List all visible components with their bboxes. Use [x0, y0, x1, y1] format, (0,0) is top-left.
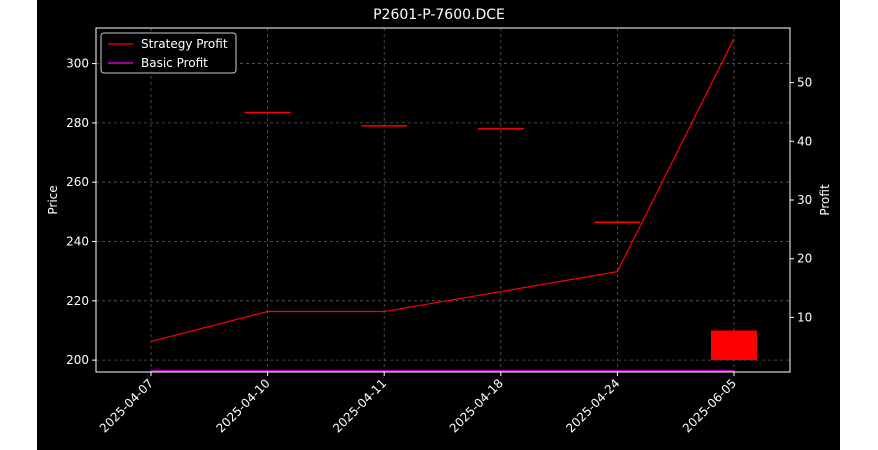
left-tick-label: 240 — [66, 235, 89, 249]
chart-title: P2601-P-7600.DCE — [373, 7, 505, 23]
candle-2025-06-05 — [711, 330, 757, 361]
legend: Strategy Profit Basic Profit — [100, 32, 237, 74]
right-tick-label: 40 — [797, 134, 812, 148]
right-tick-label: 20 — [797, 252, 812, 266]
figure-background — [37, 0, 840, 450]
candle-2025-04-10 — [244, 111, 291, 114]
legend-box — [100, 32, 237, 74]
legend-label-strategy: Strategy Profit — [141, 37, 228, 51]
left-tick-label: 260 — [66, 175, 89, 189]
right-tick-label: 10 — [797, 310, 812, 324]
candle-2025-04-11 — [361, 125, 408, 127]
series-line-strategy-profit — [150, 38, 735, 343]
right-tick-label: 30 — [797, 193, 812, 207]
candle-2025-04-18 — [477, 128, 524, 130]
left-tick-label: 200 — [66, 353, 89, 367]
left-axis-ticks: 200 220 240 260 280 300 — [66, 57, 96, 367]
legend-label-basic: Basic Profit — [141, 56, 208, 70]
y-axis-label-left: Price — [46, 185, 60, 214]
y-axis-label-right: Profit — [818, 184, 832, 216]
candle-2025-04-24 — [594, 221, 641, 223]
candlesticks — [244, 111, 757, 361]
left-tick-label: 220 — [66, 294, 89, 308]
profit-series — [150, 38, 735, 372]
right-axis-ticks: 10 20 30 40 50 — [790, 76, 812, 324]
left-tick-label: 280 — [66, 116, 89, 130]
right-tick-label: 50 — [797, 76, 812, 90]
left-tick-label: 300 — [66, 57, 89, 71]
